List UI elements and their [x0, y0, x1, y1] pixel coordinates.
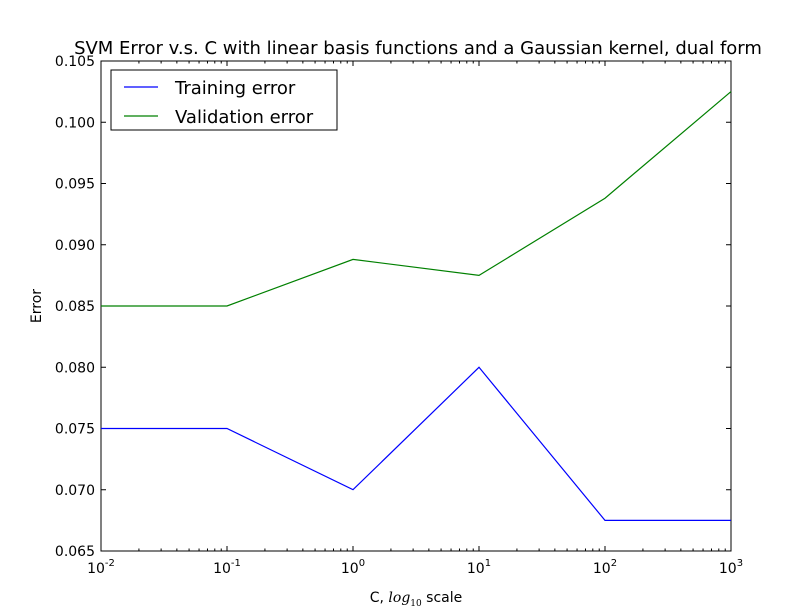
legend-label-training: Training error [174, 78, 296, 99]
x-axis-label-math-sub: 10 [410, 599, 422, 609]
y-tick-label-8: 0.105 [55, 54, 95, 70]
x-tick-label-0: 10-2 [87, 558, 115, 577]
x-axis-label-suffix: scale [422, 590, 463, 606]
axis-ticks: 0.065 0.070 0.075 0.080 0.085 0.090 0.095 0.100… [55, 54, 743, 577]
x-tick-label-2: 100 [341, 558, 365, 577]
series-line-0 [101, 366, 731, 522]
y-tick-label-7: 0.100 [55, 115, 95, 131]
y-axis-label: Error [29, 289, 45, 323]
legend-label-validation: Validation error [175, 107, 314, 128]
x-tick-label-1: 10-1 [213, 558, 241, 577]
x-axis-label: C, log10 scale [370, 590, 463, 609]
series-line-1 [101, 91, 732, 307]
y-tick-label-0: 0.065 [55, 544, 95, 560]
y-tick-label-5: 0.090 [55, 238, 95, 254]
chart-title: SVM Error v.s. C with linear basis funct… [74, 38, 762, 59]
x-axis-label-math: log [388, 590, 410, 606]
x-tick-label-4: 102 [593, 558, 617, 577]
x-tick-label-3: 101 [467, 558, 491, 577]
y-tick-label-4: 0.085 [55, 299, 95, 315]
y-tick-label-2: 0.075 [55, 422, 95, 438]
y-tick-label-1: 0.070 [55, 483, 95, 499]
y-tick-label-6: 0.095 [55, 177, 95, 193]
legend: Training error Validation error [110, 69, 338, 131]
x-tick-label-5: 103 [719, 558, 743, 577]
legend-box [110, 69, 338, 131]
y-tick-label-3: 0.080 [55, 360, 95, 376]
x-axis-label-prefix: C, [370, 590, 389, 606]
series-lines [101, 91, 732, 522]
